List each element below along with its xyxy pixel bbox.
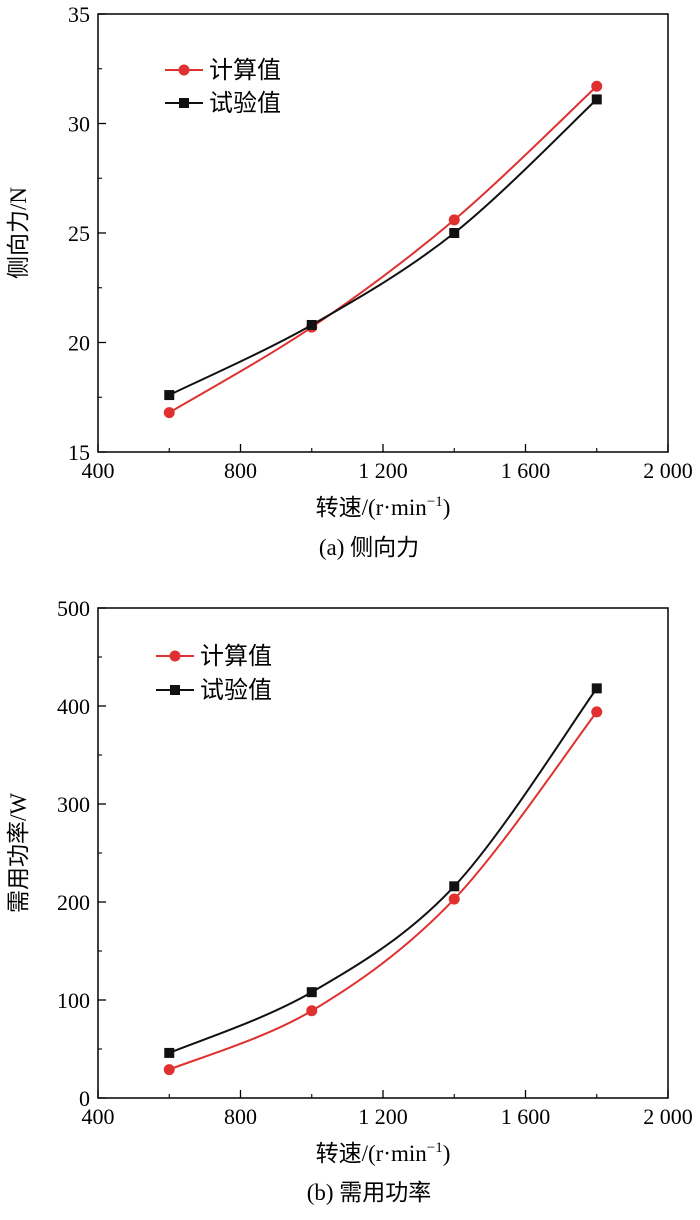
y-tick-label: 100 bbox=[57, 988, 90, 1013]
y-tick-label: 300 bbox=[57, 792, 90, 817]
y-axis-title: 需用功率/W bbox=[6, 793, 31, 913]
x-tick-label: 2 000 bbox=[643, 458, 693, 483]
data-point-experimental bbox=[164, 390, 175, 401]
legend-marker-square bbox=[179, 98, 189, 108]
figure-caption: (b) 需用功率 bbox=[307, 1180, 432, 1205]
legend-label: 试验值 bbox=[200, 676, 272, 704]
data-point-experimental bbox=[449, 881, 460, 892]
data-point-experimental bbox=[591, 94, 602, 105]
x-axis-title: 转速/(r·min−1) bbox=[316, 1140, 451, 1166]
x-tick-label: 1 200 bbox=[358, 458, 408, 483]
x-tick-label: 1 600 bbox=[501, 1104, 551, 1129]
series-line-experimental bbox=[168, 98, 598, 396]
series-line-experimental bbox=[168, 687, 598, 1054]
series-line-calculated bbox=[168, 711, 598, 1071]
data-point-calculated bbox=[448, 214, 460, 226]
y-tick-label: 15 bbox=[68, 440, 90, 465]
chart-panel-b: 400 800 1 200 1 600 2 000 0 100 200 300 400 500 转速/… bbox=[6, 596, 693, 1205]
legend-marker-circle bbox=[178, 64, 190, 76]
x-tick-label: 400 bbox=[82, 1104, 115, 1129]
y-tick-label: 20 bbox=[68, 331, 90, 356]
chart-panel-a: 400 800 1 200 1 600 2 000 15 20 25 30 35 转速/(r·min… bbox=[6, 2, 693, 560]
data-point-experimental bbox=[306, 319, 317, 330]
data-point-calculated bbox=[306, 1005, 318, 1017]
y-tick-label: 400 bbox=[57, 694, 90, 719]
data-point-calculated bbox=[591, 706, 603, 718]
data-point-experimental bbox=[591, 683, 602, 694]
series-line-calculated bbox=[168, 85, 598, 414]
data-point-experimental bbox=[306, 987, 317, 998]
data-point-calculated bbox=[163, 1064, 175, 1076]
y-axis-title: 侧向力/N bbox=[6, 187, 31, 279]
legend-marker-square bbox=[170, 685, 180, 695]
y-tick-label: 30 bbox=[68, 112, 90, 137]
y-tick-label: 25 bbox=[68, 221, 90, 246]
y-tick-label: 35 bbox=[68, 2, 90, 27]
legend-marker-circle bbox=[169, 650, 181, 662]
plot-frame bbox=[97, 607, 669, 1099]
data-point-calculated bbox=[591, 80, 603, 92]
x-tick-label: 1 600 bbox=[501, 458, 551, 483]
data-point-experimental bbox=[164, 1047, 175, 1058]
legend-label: 计算值 bbox=[200, 642, 272, 670]
x-tick-label: 800 bbox=[224, 458, 257, 483]
x-tick-label: 1 200 bbox=[358, 1104, 408, 1129]
x-tick-label: 400 bbox=[82, 458, 115, 483]
y-tick-label: 500 bbox=[57, 596, 90, 621]
x-tick-label: 800 bbox=[224, 1104, 257, 1129]
legend-label: 计算值 bbox=[209, 56, 281, 84]
data-point-experimental bbox=[449, 228, 460, 238]
figure-caption: (a) 侧向力 bbox=[319, 535, 419, 560]
x-axis-title: 转速/(r·min−1) bbox=[316, 494, 451, 520]
legend-label: 试验值 bbox=[209, 89, 281, 117]
data-point-calculated bbox=[448, 893, 460, 905]
data-point-calculated bbox=[163, 407, 175, 419]
y-tick-label: 0 bbox=[79, 1086, 90, 1111]
y-tick-label: 200 bbox=[57, 890, 90, 915]
plot-frame bbox=[97, 13, 669, 453]
x-tick-label: 2 000 bbox=[643, 1104, 693, 1129]
